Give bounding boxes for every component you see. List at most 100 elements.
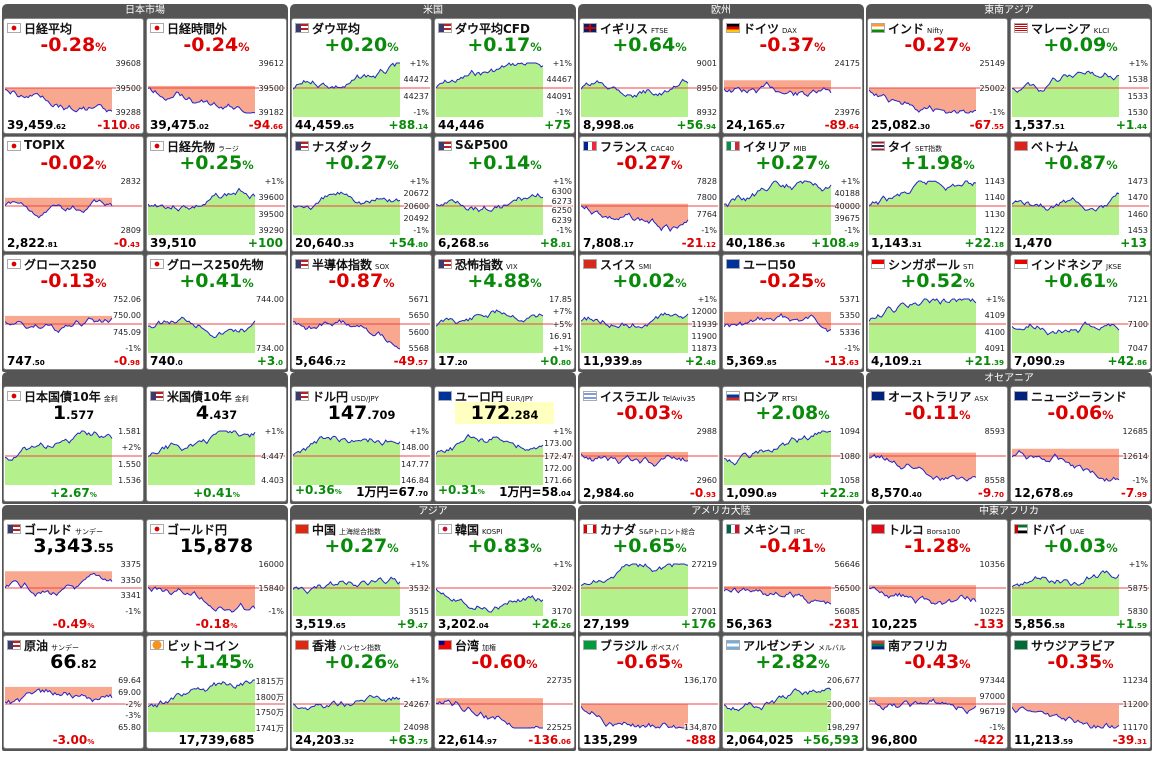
market-tile[interactable]: ベトナム +0.87% 1473 1470 1460 1453 1,470 +13 (1010, 136, 1151, 252)
axis-label: 25002 (979, 83, 1005, 93)
market-tile[interactable]: ブラジル ボベスパ -0.65% 136,170 134,870 135,299 -888 (579, 635, 720, 749)
headline-value: -1.28% (904, 535, 971, 557)
footer-value: 8,570.40 (871, 486, 922, 500)
sparkline (148, 679, 285, 732)
market-tile[interactable]: メキシコ IPC -0.41% 56646 56500 56085 56,363 -231 (722, 519, 863, 633)
market-group: 日本市場 日経平均 -0.28% 39608 39500 39288 39,459.62 -1… (2, 4, 288, 372)
market-tile[interactable]: 半導体指数 SOX -0.87% 5671 5650 5600 5568 5,646.72 -4… (291, 254, 432, 370)
market-tile[interactable]: インドネシア JKSE +0.61% 7121 7100 7047 7,090.29 +42.… (1010, 254, 1151, 370)
axis-label: 97344 (979, 676, 1005, 685)
axis-label: 11200 (1122, 699, 1148, 709)
axis-label: -1% (125, 607, 141, 616)
flag-icon (150, 23, 164, 33)
market-tile[interactable]: ロシア RTSI +2.08% 1094 1080 1058 1,090.89 +22.28 (722, 386, 863, 502)
flag-icon (295, 524, 309, 534)
market-tile[interactable]: ナスダック +0.27% +1% 20672 20600 20492 -1% 20,640.3… (291, 136, 432, 252)
market-tile[interactable]: サウジアラビア -0.35% 11234 11200 11170 11,213.59 -39… (1010, 635, 1151, 749)
market-tile[interactable]: イギリス FTSE +0.64% 9001 8950 8932 8,998.06 +56.94 (579, 18, 720, 134)
market-tile[interactable]: 南アフリカ -0.43% 97344 97000 96719 -1% 96,800 -422 (867, 635, 1008, 749)
sparkline (436, 587, 573, 616)
market-tile[interactable]: タイ SET指数 +1.98% 1143 1140 1130 1122 1,143.31 +22… (867, 136, 1008, 252)
market-tile[interactable]: 米国債10年 金利 4.437 +1% 4.447 4.403 +0.41% (146, 386, 287, 502)
market-tile[interactable]: ドル円 USD/JPY 147.709 +1% 148.00 147.77 146.84 +0… (291, 386, 432, 502)
sparkline-line (5, 572, 113, 597)
market-tile[interactable]: グロース250 -0.13% 752.06 750.00 745.09 -1% 747.50… (3, 254, 144, 370)
headline-value: -0.03% (616, 402, 683, 424)
axis-label: 5336 (839, 327, 860, 337)
headline-value: +0.02% (612, 270, 687, 292)
market-tile[interactable]: カナダ S&Pトロント総合 +0.65% 27219 27001 27,199 +176 (579, 519, 720, 633)
sparkline (869, 697, 1006, 715)
axis-label: 1815万 (255, 676, 284, 687)
footer-value: +56.94 (676, 118, 717, 132)
market-tile[interactable]: ユーロ50 -0.25% 5371 5350 5336 -1% 5,369.85 -13.63 (722, 254, 863, 370)
market-tile[interactable]: フランス CAC40 -0.27% 7828 7800 7764 -1% 7,808.17 -2… (579, 136, 720, 252)
headline-value: +0.09% (1043, 34, 1118, 56)
headline-value: +2.82% (755, 651, 830, 673)
sparkline (1012, 192, 1149, 235)
footer-value: 96,800 (871, 733, 918, 747)
market-tile[interactable]: アルゼンチン メルバル +2.82% 206,677 200,000 198,297 2,0… (722, 635, 863, 749)
axis-label: +1% (552, 560, 572, 569)
footer-value: -133 (973, 617, 1004, 631)
market-tile[interactable]: シンガポール STI +0.52% +1% 4109 4100 4091 4,109.21 +2… (867, 254, 1008, 370)
market-tile[interactable]: ユーロ円 EUR/JPY 172.284 +1% 173.00 172.47 172.00 1… (434, 386, 575, 502)
market-tile[interactable]: 恐怖指数 VIX +4.88% 17.85 +7% +5% 16.91 +1% 17.20 +0.… (434, 254, 575, 370)
market-tile[interactable]: ニュージーランド -0.06% 12685 12614 -1% 12,678.69 -7.9… (1010, 386, 1151, 502)
market-tile[interactable]: 日本国債10年 金利 1.577 1.581 +2% 1.550 1.536 +2.67% (3, 386, 144, 502)
market-tile[interactable]: ドイツ DAX -0.37% 24175 23976 24,165.67 -89.64 (722, 18, 863, 134)
market-tile[interactable]: 香港 ハンセン指数 +0.26% +1% 24267 24098 24,203.32 +63.… (291, 635, 432, 749)
axis-label: 5371 (839, 295, 860, 304)
tile-footer: 24,203.32 +63.75 (295, 733, 428, 747)
market-tile[interactable]: 日経時間外 -0.24% 39612 39500 39182 39,475.02 -94.6… (146, 18, 287, 134)
market-tile[interactable]: 中国 上海総合指数 +0.27% +1% 3532 3515 3,519.65 +9.47 (291, 519, 432, 633)
market-tile[interactable]: オーストラリア ASX -0.11% 8593 8558 8,570.40 -9.70 (867, 386, 1008, 502)
tile-footer: -3.00% (7, 733, 140, 747)
tile-name: ベトナム (1031, 140, 1079, 154)
headline-value: +0.27% (755, 152, 830, 174)
sparkline (1012, 570, 1149, 616)
tile-subname: VIX (506, 263, 518, 271)
footer-value: +22.28 (819, 486, 860, 500)
tile-name: TOPIX (24, 138, 65, 152)
sparkline (869, 585, 1006, 605)
sparkline-area (581, 704, 688, 728)
market-tile[interactable]: ダウ平均 +0.20% +1% 44472 44237 -1% 44,459.65 +88.1… (291, 18, 432, 134)
tile-name: インド Nifty (888, 22, 944, 36)
market-tile[interactable]: S&P500 +0.14% +1% 6300 6273 6250 6239 -1% 6,268.… (434, 136, 575, 252)
axis-label: 734.00 (256, 344, 284, 353)
market-tile[interactable]: トルコ Borsa100 -1.28% 10356 10225 10,225 -133 (867, 519, 1008, 633)
market-tile[interactable]: ダウ平均CFD +0.17% +1% 44467 44091 -1% 44,446 +75 (434, 18, 575, 134)
market-tile[interactable]: グロース250先物 +0.41% 744.00 734.00 740.0 +3.0 (146, 254, 287, 370)
flag-icon (150, 391, 164, 401)
market-tile[interactable]: イスラエル TelAviv35 -0.03% 2988 2960 2,984.60 -0.9… (579, 386, 720, 502)
market-tile[interactable]: インド Nifty -0.27% 25149 25002 -1% 25,082.30 -67.… (867, 18, 1008, 134)
tile-footer: 1,470 +13 (1014, 236, 1147, 250)
axis-label: 6300 (551, 186, 572, 196)
sparkline-area (293, 436, 400, 485)
market-tile[interactable]: ゴールド サンデー 3,343.55 3375 3350 3341 -1% -0.49% (3, 519, 144, 633)
market-tile[interactable]: TOPIX -0.02% 2832 2809 2,822.81 -0.43 (3, 136, 144, 252)
market-tile[interactable]: 原油 サンデー 66.82 69.64 69.00 -2% -3% 65.80 -3.00% (3, 635, 144, 749)
market-tile[interactable]: ビットコイン +1.45% 1815万 1800万 1750万 1741万 17,739,6… (146, 635, 287, 749)
sparkline (293, 62, 430, 117)
footer-value: +9.47 (396, 617, 428, 631)
market-tile[interactable]: スイス SMI +0.02% +1% 12000 11939 11900 11873 11,93… (579, 254, 720, 370)
sparkline-area (869, 181, 976, 235)
market-tile[interactable]: イタリア MIB +0.27% +1% 40188 40000 39675 -1% 40,186… (722, 136, 863, 252)
axis-label: 750.00 (113, 311, 141, 321)
headline-value: -0.25% (759, 270, 826, 292)
market-tile[interactable]: ドバイ UAE +0.03% +1% 5875 5830 5,856.58 +1.59 (1010, 519, 1151, 633)
sparkline-line (293, 576, 401, 595)
market-tile[interactable]: 台湾 加権 -0.60% 22735 22525 22,614.97 -136.06 (434, 635, 575, 749)
footer-value: +75 (544, 118, 571, 132)
footer-value: +42.86 (1107, 354, 1148, 368)
footer-value: -7.99 (1120, 486, 1147, 500)
market-tile[interactable]: マレーシア KLCI +0.09% +1% 1538 1533 1530 1,537.51 +1… (1010, 18, 1151, 134)
market-tile[interactable]: 日経平均 -0.28% 39608 39500 39288 39,459.62 -110.0… (3, 18, 144, 134)
market-tile[interactable]: ゴールド円 15,878 16000 15840 -1% -0.18% (146, 519, 287, 633)
tile-name: 原油 サンデー (24, 639, 80, 653)
market-tile[interactable]: 韓国 KOSPI +0.83% +1% 3202 3170 3,202.04 +26.26 (434, 519, 575, 633)
group-header: 欧州 (711, 5, 731, 16)
market-tile[interactable]: 日経先物 ラージ +0.25% +1% 39600 39500 39290 39,510 +10… (146, 136, 287, 252)
